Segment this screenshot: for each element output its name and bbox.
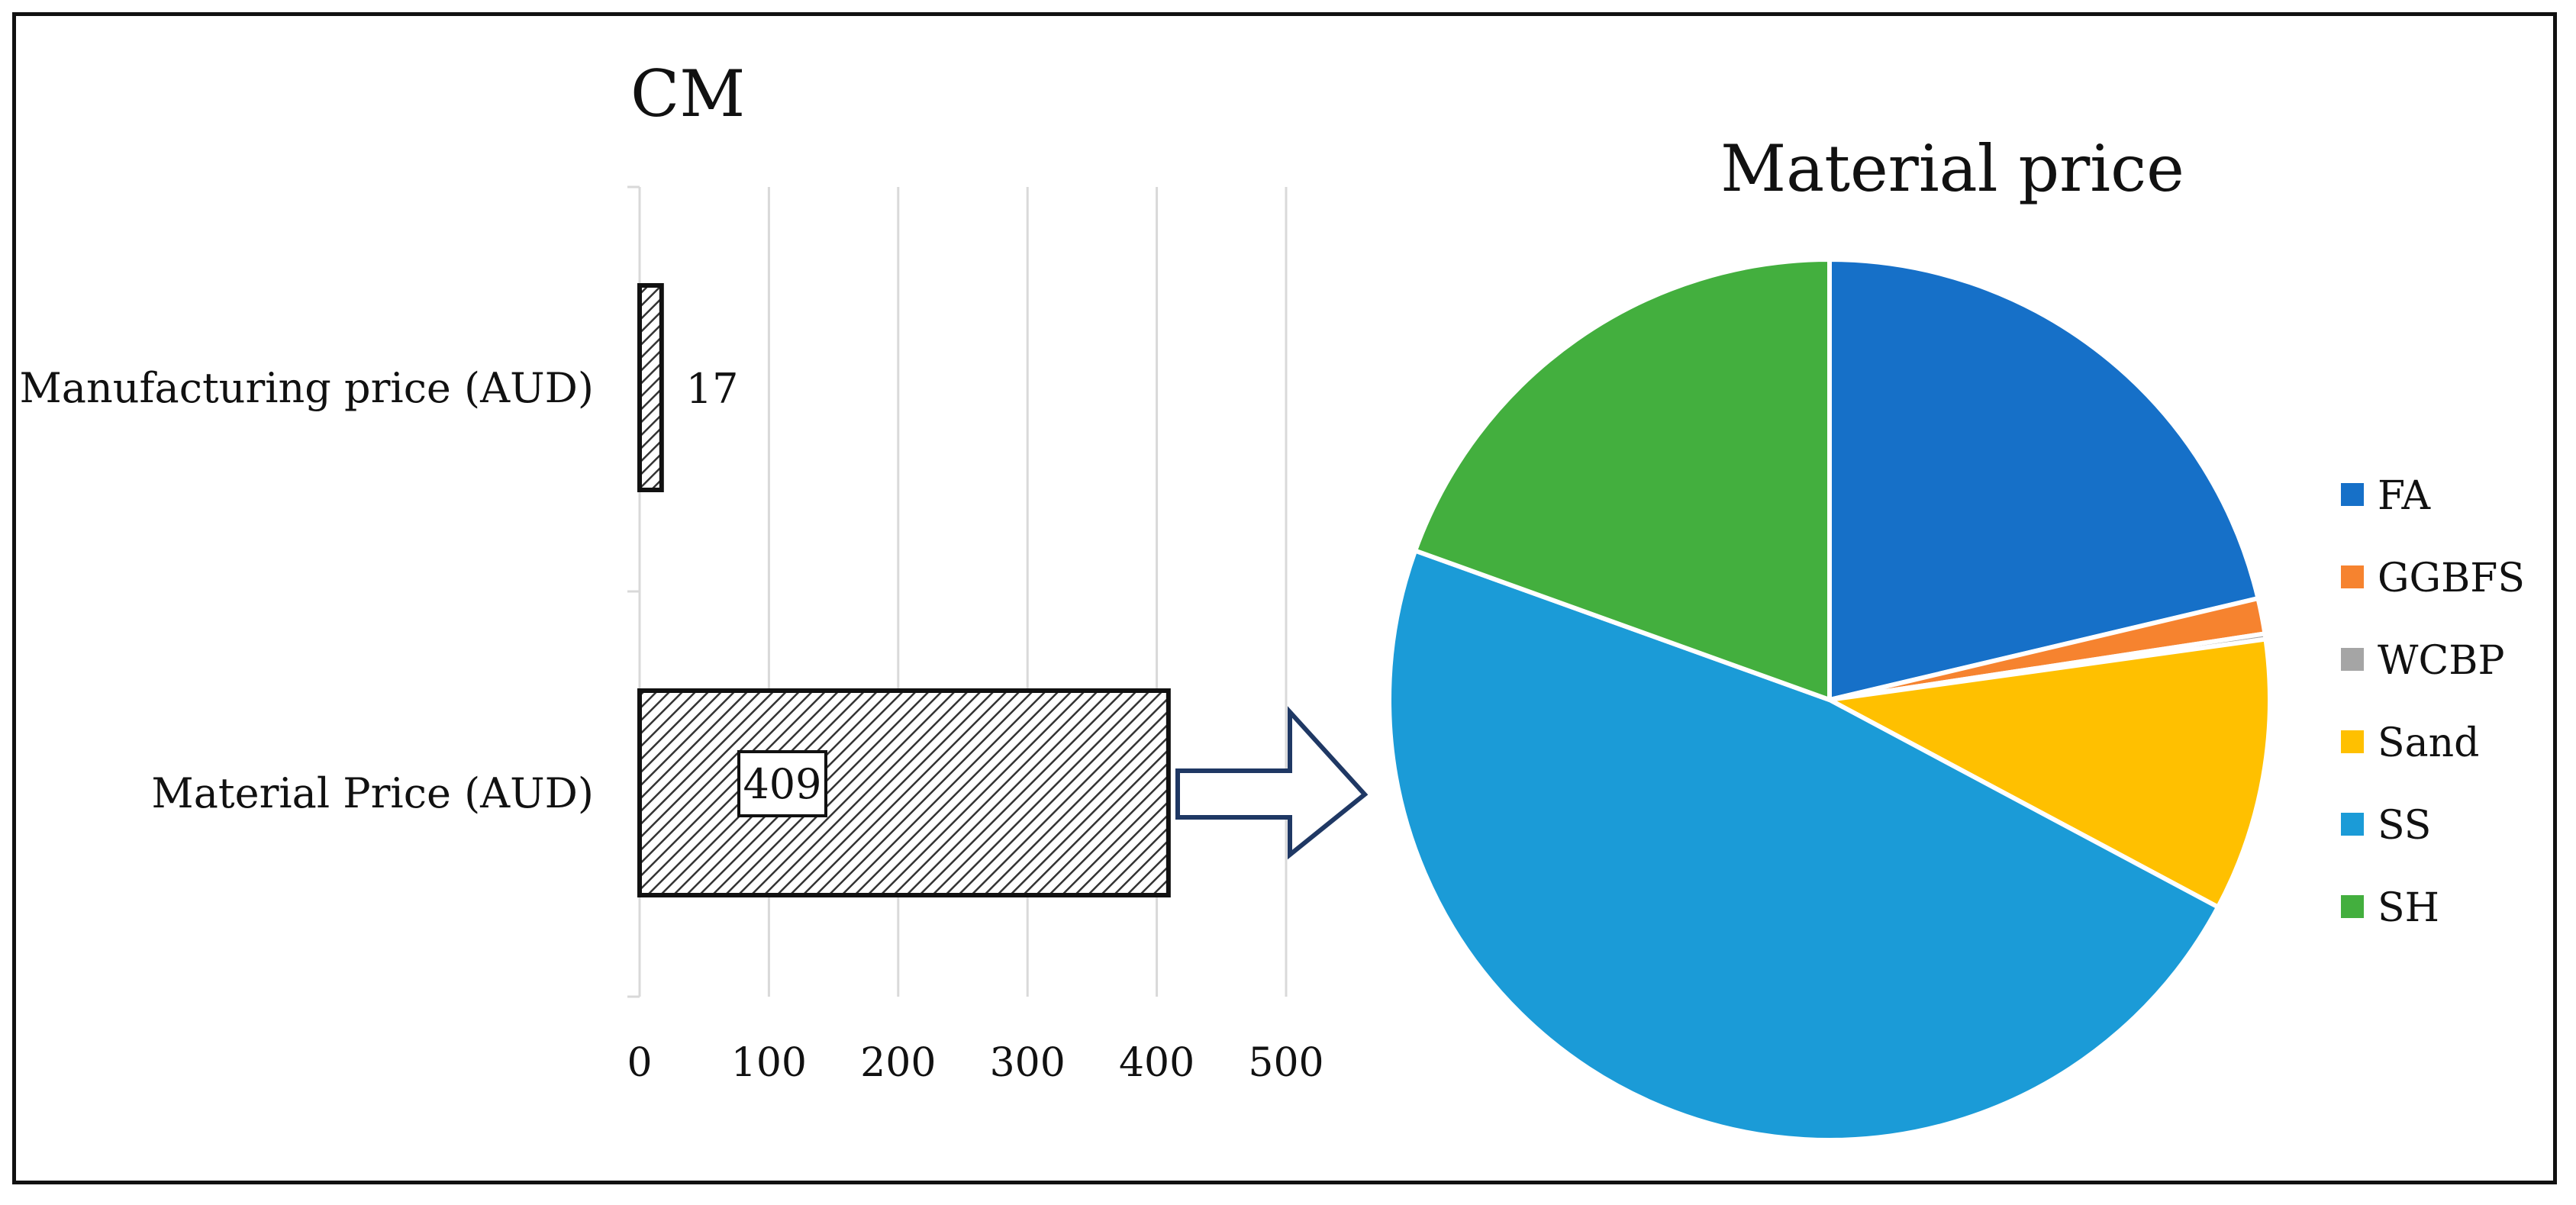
legend-swatch (2341, 648, 2364, 671)
data-label: 409 (743, 760, 821, 808)
pie-legend: FA GGBFS WCBP Sand SS SH (2341, 473, 2525, 931)
bar-category-labels: Manufacturing price (AUD) Material Price … (20, 364, 595, 817)
x-tick-label: 0 (627, 1040, 652, 1086)
bar-x-ticks: 0 100 200 300 400 500 (627, 1040, 1323, 1086)
data-label: 17 (686, 365, 739, 413)
category-label: Manufacturing price (AUD) (20, 364, 595, 412)
arrow-icon (1175, 706, 1369, 860)
pie-slice-ss (1386, 548, 2221, 1142)
data-label-box (737, 750, 827, 817)
legend-label: SS (2378, 803, 2431, 849)
x-tick-label: 100 (731, 1040, 807, 1086)
legend-label: WCBP (2378, 638, 2504, 684)
legend-swatch (2341, 895, 2364, 918)
bar-marks (637, 283, 1171, 897)
pie-slice-fa (1827, 257, 2261, 702)
pie-slice-sh (1413, 257, 1832, 702)
x-tick-label: 300 (990, 1040, 1066, 1086)
legend-swatch (2341, 483, 2364, 506)
pie-slices (1386, 257, 2272, 1142)
bar-data-labels: 17 409 (686, 365, 827, 817)
legend-label: FA (2378, 473, 2432, 519)
legend-swatch (2341, 565, 2364, 588)
x-tick-label: 400 (1119, 1040, 1195, 1086)
bar-chart: CM 0 100 200 300 400 500 Manufacturing price … (20, 56, 1324, 1086)
bar-chart-title: CM (630, 56, 745, 131)
x-tick-label: 500 (1248, 1040, 1323, 1086)
pie-chart-title: Material price (1720, 131, 2184, 206)
legend-label: SH (2378, 885, 2439, 931)
legend-label: GGBFS (2378, 556, 2525, 601)
pie-chart: Material price FA GGBFS WCBP Sand SS SH (1386, 131, 2525, 1142)
legend-swatch (2341, 730, 2364, 753)
category-label: Material Price (AUD) (151, 769, 594, 817)
bar (637, 283, 664, 492)
legend-label: Sand (2378, 720, 2479, 766)
legend-swatch (2341, 813, 2364, 836)
x-tick-label: 200 (860, 1040, 936, 1086)
bar (637, 688, 1171, 897)
pie-slice-sand (1827, 636, 2272, 910)
